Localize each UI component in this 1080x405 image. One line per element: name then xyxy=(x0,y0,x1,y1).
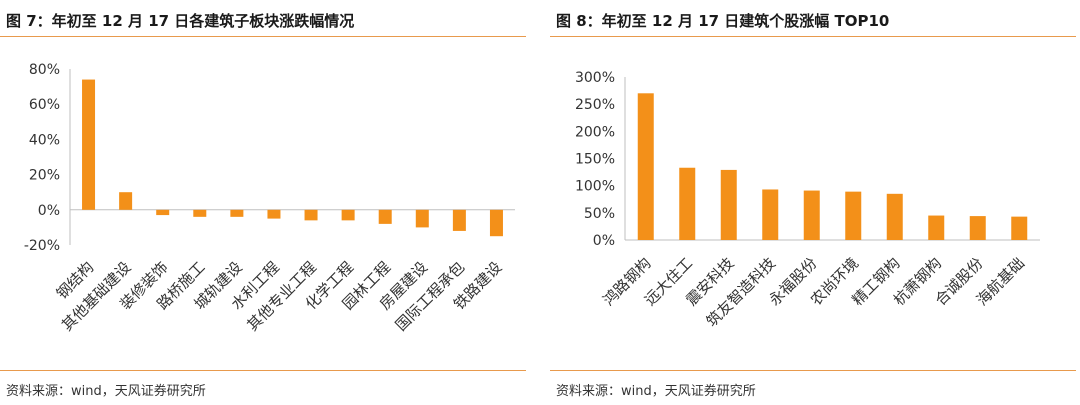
y-tick-label: 40% xyxy=(29,132,60,148)
y-tick-label: 60% xyxy=(29,97,60,113)
y-tick-label: 80% xyxy=(29,62,60,78)
bar xyxy=(845,191,862,240)
bar xyxy=(156,209,170,216)
left-source-note: 资料来源：wind，天风证券研究所 xyxy=(6,384,206,399)
y-tick-label: 20% xyxy=(29,168,60,184)
y-tick-label: 0% xyxy=(593,233,615,249)
bar xyxy=(415,209,429,228)
left-chart-panel: 图 7：年初至 12 月 17 日各建筑子板块涨跌幅情况 -20% 0% 20% 40… xyxy=(0,0,530,405)
bar xyxy=(720,169,737,240)
y-tick-label: 200% xyxy=(575,124,615,140)
y-tick-label: 300% xyxy=(575,70,615,86)
bar xyxy=(679,167,696,240)
bar xyxy=(762,189,779,240)
left-bar-chart: -20%0%20%40%60%80%钢结构其他基础建设装修装饰路桥施工城轨建设水… xyxy=(24,62,515,334)
y-tick-label: 250% xyxy=(575,97,615,113)
bar xyxy=(341,209,355,221)
y-tick-label: 150% xyxy=(575,152,615,168)
bar xyxy=(193,209,207,217)
right-title-rule xyxy=(550,36,1076,37)
bar xyxy=(230,209,244,217)
y-tick-label: 50% xyxy=(584,206,615,222)
bar xyxy=(489,209,503,237)
bar xyxy=(886,193,903,240)
y-tick-label: -20% xyxy=(24,238,60,254)
right-bar-chart: 0%50%100%150%200%250%300%鸿路钢构远大住工震安科技筑友智… xyxy=(575,70,1040,330)
bar xyxy=(452,209,466,231)
bar xyxy=(82,79,96,210)
bar xyxy=(267,209,281,219)
left-title-rule xyxy=(0,36,526,37)
y-tick-label: 100% xyxy=(575,179,615,195)
right-chart-panel: 图 8：年初至 12 月 17 日建筑个股涨幅 TOP10 0% 50% 100% 1… xyxy=(550,0,1080,405)
bar xyxy=(1011,216,1028,240)
right-source-note: 资料来源：wind，天风证券研究所 xyxy=(556,384,756,399)
left-source-rule xyxy=(0,370,526,371)
left-chart-title: 图 7：年初至 12 月 17 日各建筑子板块涨跌幅情况 xyxy=(6,12,355,30)
bar xyxy=(637,93,654,240)
bar xyxy=(928,215,945,240)
bar xyxy=(378,209,392,224)
y-tick-label: 0% xyxy=(38,203,60,219)
bar xyxy=(304,209,318,221)
right-source-rule xyxy=(550,370,1076,371)
bar xyxy=(119,192,133,210)
bar xyxy=(969,216,986,240)
bar xyxy=(803,190,820,240)
right-chart-title: 图 8：年初至 12 月 17 日建筑个股涨幅 TOP10 xyxy=(556,12,890,30)
